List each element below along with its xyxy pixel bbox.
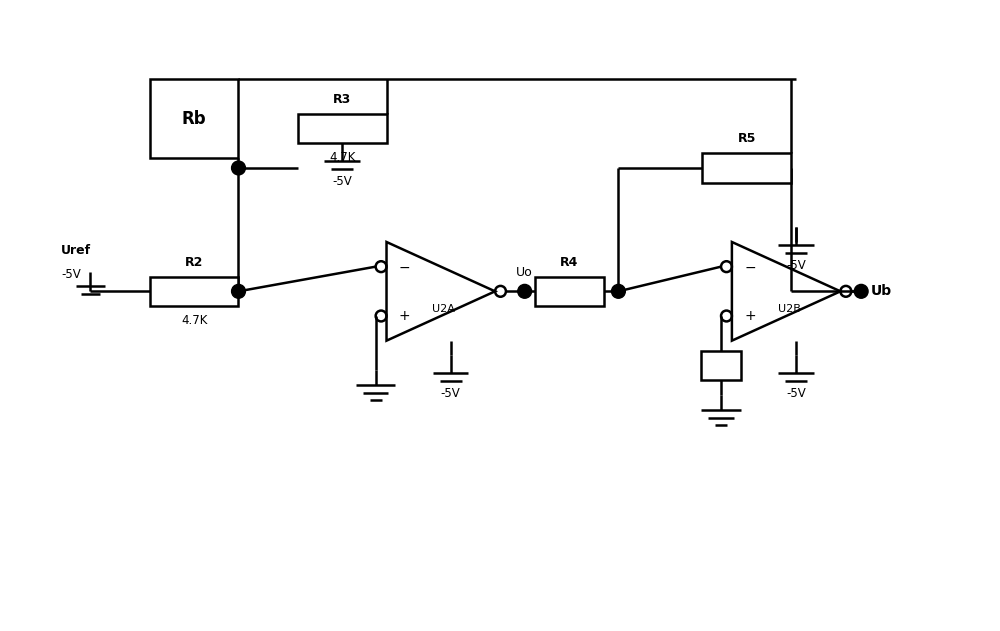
Text: -5V: -5V (61, 268, 81, 281)
Text: -5V: -5V (786, 259, 806, 272)
Circle shape (612, 285, 625, 298)
Text: U2A: U2A (432, 304, 455, 314)
Circle shape (232, 285, 245, 298)
Text: R3: R3 (333, 93, 351, 106)
Text: Rb: Rb (182, 110, 206, 127)
Text: Uo: Uo (516, 266, 533, 280)
Text: 4.7K: 4.7K (181, 314, 207, 327)
Circle shape (854, 285, 868, 298)
Text: -5V: -5V (786, 387, 806, 400)
Text: $+$: $+$ (398, 309, 410, 323)
Text: U2B: U2B (778, 304, 801, 314)
Bar (701, 351, 741, 380)
Text: R2: R2 (185, 256, 203, 269)
Text: $-$: $-$ (398, 259, 410, 274)
Text: -5V: -5V (332, 175, 352, 188)
Text: $+$: $+$ (744, 309, 756, 323)
Text: $-$: $-$ (744, 259, 756, 274)
Text: -5V: -5V (441, 387, 461, 400)
Text: R4: R4 (560, 256, 578, 269)
Text: R5: R5 (738, 133, 756, 145)
Text: 4.7K: 4.7K (329, 151, 355, 164)
Circle shape (518, 285, 532, 298)
Text: Uref: Uref (61, 244, 91, 257)
Bar (150, 276, 238, 306)
Circle shape (232, 161, 245, 175)
Text: Ub: Ub (871, 285, 892, 298)
Bar (535, 276, 604, 306)
Bar (298, 114, 387, 143)
Bar (150, 79, 238, 158)
Bar (702, 153, 791, 183)
